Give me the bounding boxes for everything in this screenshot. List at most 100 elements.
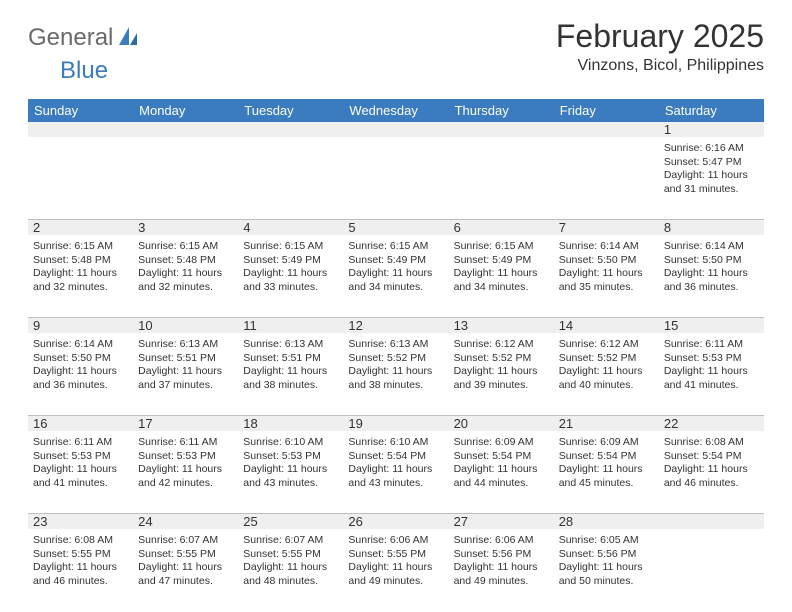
daynum-cell: 13 <box>449 318 554 333</box>
brand-logo: General <box>28 24 143 52</box>
daynum-cell: 5 <box>343 220 448 235</box>
calendar-day <box>28 137 133 219</box>
daynum-cell: 3 <box>133 220 238 235</box>
calendar-day: Sunrise: 6:11 AMSunset: 5:53 PMDaylight:… <box>133 431 238 513</box>
day-info: Sunrise: 6:10 AMSunset: 5:54 PMDaylight:… <box>348 436 443 491</box>
day-info: Sunrise: 6:08 AMSunset: 5:55 PMDaylight:… <box>33 534 128 589</box>
daynum-cell <box>238 122 343 137</box>
daynum-cell: 23 <box>28 514 133 529</box>
dow-cell: Tuesday <box>238 99 343 122</box>
calendar-day: Sunrise: 6:05 AMSunset: 5:56 PMDaylight:… <box>554 529 659 611</box>
day-info: Sunrise: 6:13 AMSunset: 5:51 PMDaylight:… <box>243 338 338 393</box>
day-info: Sunrise: 6:06 AMSunset: 5:55 PMDaylight:… <box>348 534 443 589</box>
daynum-cell: 10 <box>133 318 238 333</box>
calendar-day <box>659 529 764 611</box>
daynum-cell: 16 <box>28 416 133 431</box>
daynum-cell: 21 <box>554 416 659 431</box>
daynum-cell <box>659 514 764 529</box>
daynum-cell: 4 <box>238 220 343 235</box>
calendar-day: Sunrise: 6:14 AMSunset: 5:50 PMDaylight:… <box>28 333 133 415</box>
calendar-day: Sunrise: 6:13 AMSunset: 5:52 PMDaylight:… <box>343 333 448 415</box>
day-info: Sunrise: 6:13 AMSunset: 5:52 PMDaylight:… <box>348 338 443 393</box>
calendar-page: General February 2025 Vinzons, Bicol, Ph… <box>0 0 792 612</box>
calendar-day: Sunrise: 6:09 AMSunset: 5:54 PMDaylight:… <box>554 431 659 513</box>
calendar-day <box>343 137 448 219</box>
dow-cell: Monday <box>133 99 238 122</box>
day-info: Sunrise: 6:14 AMSunset: 5:50 PMDaylight:… <box>559 240 654 295</box>
calendar-day: Sunrise: 6:06 AMSunset: 5:56 PMDaylight:… <box>449 529 554 611</box>
calendar-day: Sunrise: 6:09 AMSunset: 5:54 PMDaylight:… <box>449 431 554 513</box>
daynum-cell: 22 <box>659 416 764 431</box>
daynum-strip: 9101112131415 <box>28 318 764 333</box>
calendar-week: Sunrise: 6:11 AMSunset: 5:53 PMDaylight:… <box>28 431 764 514</box>
daynum-cell: 15 <box>659 318 764 333</box>
day-info: Sunrise: 6:10 AMSunset: 5:53 PMDaylight:… <box>243 436 338 491</box>
calendar-grid: SundayMondayTuesdayWednesdayThursdayFrid… <box>28 99 764 611</box>
day-info: Sunrise: 6:12 AMSunset: 5:52 PMDaylight:… <box>559 338 654 393</box>
dow-cell: Saturday <box>659 99 764 122</box>
calendar-day: Sunrise: 6:10 AMSunset: 5:54 PMDaylight:… <box>343 431 448 513</box>
calendar-day: Sunrise: 6:15 AMSunset: 5:49 PMDaylight:… <box>449 235 554 317</box>
calendar-day: Sunrise: 6:16 AMSunset: 5:47 PMDaylight:… <box>659 137 764 219</box>
daynum-strip: 16171819202122 <box>28 416 764 431</box>
daynum-cell: 25 <box>238 514 343 529</box>
day-info: Sunrise: 6:15 AMSunset: 5:48 PMDaylight:… <box>33 240 128 295</box>
day-info: Sunrise: 6:05 AMSunset: 5:56 PMDaylight:… <box>559 534 654 589</box>
daynum-cell <box>343 122 448 137</box>
calendar-day: Sunrise: 6:06 AMSunset: 5:55 PMDaylight:… <box>343 529 448 611</box>
day-info: Sunrise: 6:14 AMSunset: 5:50 PMDaylight:… <box>33 338 128 393</box>
calendar-day: Sunrise: 6:08 AMSunset: 5:55 PMDaylight:… <box>28 529 133 611</box>
daynum-cell: 27 <box>449 514 554 529</box>
calendar-day: Sunrise: 6:13 AMSunset: 5:51 PMDaylight:… <box>133 333 238 415</box>
calendar-day <box>554 137 659 219</box>
day-info: Sunrise: 6:14 AMSunset: 5:50 PMDaylight:… <box>664 240 759 295</box>
calendar-week: Sunrise: 6:16 AMSunset: 5:47 PMDaylight:… <box>28 137 764 220</box>
day-info: Sunrise: 6:11 AMSunset: 5:53 PMDaylight:… <box>664 338 759 393</box>
month-title: February 2025 <box>556 18 764 55</box>
calendar-day: Sunrise: 6:13 AMSunset: 5:51 PMDaylight:… <box>238 333 343 415</box>
daynum-strip: 2345678 <box>28 220 764 235</box>
day-info: Sunrise: 6:06 AMSunset: 5:56 PMDaylight:… <box>454 534 549 589</box>
brand-word-1: General <box>28 24 113 52</box>
calendar-day: Sunrise: 6:14 AMSunset: 5:50 PMDaylight:… <box>554 235 659 317</box>
daynum-cell: 6 <box>449 220 554 235</box>
daynum-cell <box>449 122 554 137</box>
location: Vinzons, Bicol, Philippines <box>556 57 764 75</box>
daynum-cell: 24 <box>133 514 238 529</box>
daynum-cell <box>554 122 659 137</box>
calendar-day: Sunrise: 6:11 AMSunset: 5:53 PMDaylight:… <box>28 431 133 513</box>
day-info: Sunrise: 6:15 AMSunset: 5:48 PMDaylight:… <box>138 240 233 295</box>
weeks-container: 1 Sunrise: 6:16 AMSunset: 5:47 PMDaylight… <box>28 122 764 611</box>
daynum-cell: 17 <box>133 416 238 431</box>
daynum-cell: 19 <box>343 416 448 431</box>
daynum-cell: 8 <box>659 220 764 235</box>
daynum-cell: 7 <box>554 220 659 235</box>
daynum-strip: 1 <box>28 122 764 137</box>
calendar-day: Sunrise: 6:15 AMSunset: 5:48 PMDaylight:… <box>28 235 133 317</box>
day-info: Sunrise: 6:16 AMSunset: 5:47 PMDaylight:… <box>664 142 759 197</box>
calendar-day <box>133 137 238 219</box>
daynum-cell: 11 <box>238 318 343 333</box>
calendar-day: Sunrise: 6:12 AMSunset: 5:52 PMDaylight:… <box>449 333 554 415</box>
calendar-day: Sunrise: 6:14 AMSunset: 5:50 PMDaylight:… <box>659 235 764 317</box>
day-info: Sunrise: 6:07 AMSunset: 5:55 PMDaylight:… <box>138 534 233 589</box>
daynum-cell <box>28 122 133 137</box>
dow-cell: Sunday <box>28 99 133 122</box>
dow-cell: Thursday <box>449 99 554 122</box>
daynum-cell: 28 <box>554 514 659 529</box>
daynum-cell: 9 <box>28 318 133 333</box>
day-info: Sunrise: 6:15 AMSunset: 5:49 PMDaylight:… <box>348 240 443 295</box>
calendar-day: Sunrise: 6:12 AMSunset: 5:52 PMDaylight:… <box>554 333 659 415</box>
calendar-day: Sunrise: 6:07 AMSunset: 5:55 PMDaylight:… <box>238 529 343 611</box>
dow-header: SundayMondayTuesdayWednesdayThursdayFrid… <box>28 99 764 122</box>
day-info: Sunrise: 6:12 AMSunset: 5:52 PMDaylight:… <box>454 338 549 393</box>
daynum-cell: 1 <box>659 122 764 137</box>
daynum-cell: 12 <box>343 318 448 333</box>
calendar-day: Sunrise: 6:11 AMSunset: 5:53 PMDaylight:… <box>659 333 764 415</box>
calendar-day: Sunrise: 6:10 AMSunset: 5:53 PMDaylight:… <box>238 431 343 513</box>
calendar-week: Sunrise: 6:15 AMSunset: 5:48 PMDaylight:… <box>28 235 764 318</box>
dow-cell: Wednesday <box>343 99 448 122</box>
day-info: Sunrise: 6:08 AMSunset: 5:54 PMDaylight:… <box>664 436 759 491</box>
day-info: Sunrise: 6:09 AMSunset: 5:54 PMDaylight:… <box>454 436 549 491</box>
calendar-week: Sunrise: 6:08 AMSunset: 5:55 PMDaylight:… <box>28 529 764 611</box>
